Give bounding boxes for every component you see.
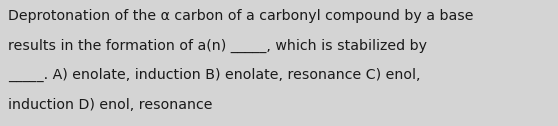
Text: induction D) enol, resonance: induction D) enol, resonance bbox=[8, 98, 213, 112]
Text: _____. A) enolate, induction B) enolate, resonance C) enol,: _____. A) enolate, induction B) enolate,… bbox=[8, 68, 421, 82]
Text: Deprotonation of the α carbon of a carbonyl compound by a base: Deprotonation of the α carbon of a carbo… bbox=[8, 9, 474, 23]
Text: results in the formation of a(n) _____, which is stabilized by: results in the formation of a(n) _____, … bbox=[8, 38, 427, 53]
